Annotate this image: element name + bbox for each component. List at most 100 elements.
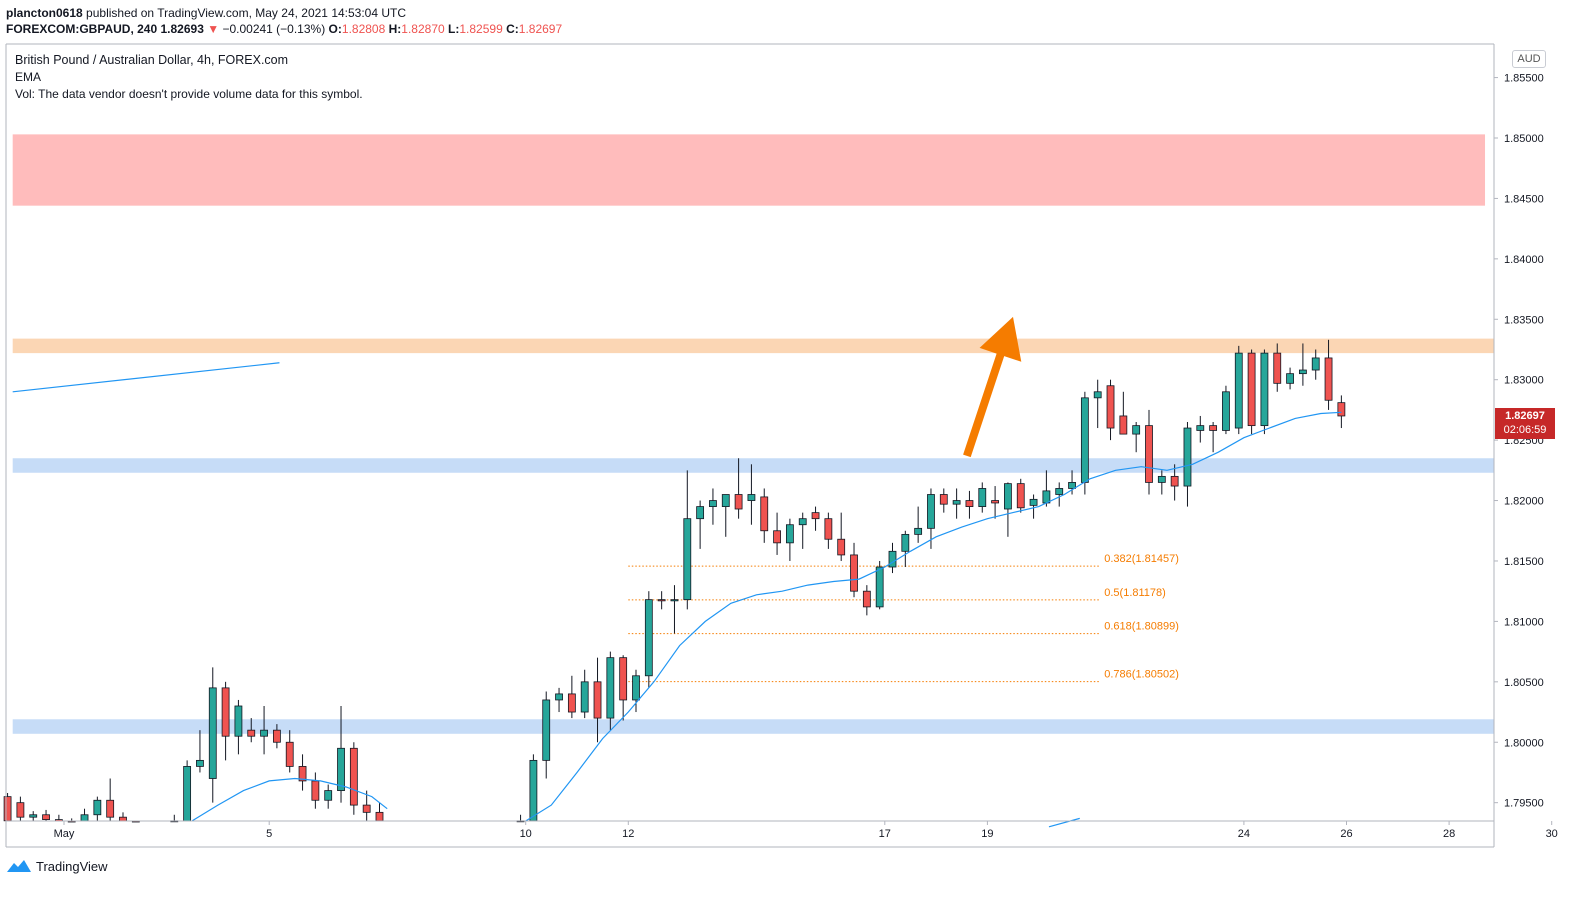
x-tick-label: 19 [981,828,993,840]
candle-up [606,657,615,719]
candle-up [1298,369,1307,375]
trendline-lower [1048,817,1080,828]
candle-up [696,506,705,520]
candle-up [183,766,192,822]
x-tick-label: 12 [622,828,634,840]
legend-volume[interactable]: Vol: The data vendor doesn't provide vol… [15,87,363,101]
close-label: C: [506,22,519,36]
y-tick-label: 1.84500 [1504,193,1544,205]
last-price-tag: 1.82697 02:06:59 [1495,408,1555,439]
candle-up [927,494,935,529]
high-value: 1.82870 [401,22,445,36]
candle-up [1157,475,1166,483]
ema-line [191,777,388,822]
high-label: H: [388,22,402,36]
candle-up [1068,482,1076,489]
published-text: published on TradingView.com, May 24, 20… [86,6,407,20]
legend-title: British Pound / Australian Dollar, 4h, F… [15,53,289,67]
y-tick-label: 1.81500 [1504,556,1544,568]
candle-up [324,790,333,801]
candle-down [311,780,320,801]
x-tick-label: May [54,828,75,840]
trendline-upper [12,362,280,393]
candle-up [1311,357,1320,371]
open-label: O: [328,22,342,36]
candle-down [1145,425,1153,483]
currency-button[interactable]: AUD [1512,50,1546,68]
candle-up [1286,373,1294,384]
candle-up [1132,425,1141,435]
candle-down [1247,352,1256,427]
candle-up [1183,427,1192,487]
x-tick-label: 5 [266,828,272,840]
candle-up [1004,483,1012,510]
y-tick-label: 1.85500 [1504,73,1544,85]
candle-up [670,599,679,602]
candle-up [1080,397,1089,483]
candle-up [747,494,756,501]
price-change: −0.00241 (−0.13%) [222,22,326,36]
candle-up [1055,488,1064,495]
candle-up [80,814,89,822]
symbol-label: FOREXCOM:GBPAUD, 240 [6,22,158,36]
x-tick-label: 17 [879,828,891,840]
candle-down [42,814,50,820]
candle-up [1196,425,1205,431]
supply-zone [12,134,1486,206]
candle-up [234,705,243,737]
x-tick-label: 30 [1546,828,1558,840]
candle-up [555,693,563,701]
candle-down [811,512,820,520]
candle-up [632,675,640,701]
candle-up [888,550,897,568]
legend-ema[interactable]: EMA [15,70,42,84]
candle-up [260,729,268,737]
candle-down [1119,415,1128,435]
y-tick-label: 1.81000 [1504,616,1544,628]
y-tick-label: 1.82000 [1504,496,1544,508]
candle-up [785,524,794,544]
candle-down [1209,425,1218,431]
candle-up [1222,391,1230,431]
candle-down [965,500,974,507]
candle-up [914,527,923,535]
candle-down [362,804,371,813]
candle-down [247,729,256,737]
candle-down [3,796,12,822]
candle-down [850,554,858,592]
candle-down [298,766,307,782]
close-value: 1.82697 [518,22,563,36]
candle-up [29,814,38,818]
y-tick-label: 1.80500 [1504,677,1544,689]
candle-down [221,687,230,737]
candle-up [978,488,987,507]
fib-label: 0.786(1.80502) [1104,669,1179,681]
candle-down [593,681,602,719]
publisher-name[interactable]: plancton0618 [6,6,83,20]
last-price: 1.82693 [160,22,204,36]
support-zone-upper [12,458,1495,473]
candle-up [721,494,730,507]
x-tick-label: 28 [1443,828,1455,840]
low-value: 1.82599 [459,22,503,36]
footer-brand[interactable]: TradingView [36,858,108,874]
price-tag-countdown: 02:06:59 [1503,424,1547,436]
tradingview-logo-icon [7,860,31,872]
candle-down [991,500,999,504]
candle-down [773,530,781,544]
chart-header: plancton0618 published on TradingView.co… [6,5,1206,37]
chart-legend: British Pound / Australian Dollar, 4h, F… [15,52,363,103]
publish-line: plancton0618 published on TradingView.co… [6,5,1206,21]
candle-down [119,816,127,822]
candle-up [875,566,884,608]
candle-down [1106,385,1115,429]
candle-down [272,729,281,743]
candle-down [760,496,769,532]
candle-up [542,699,551,761]
quote-line: FOREXCOM:GBPAUD, 240 1.82693 ▼ −0.00241 … [6,21,1206,37]
candle-down [567,693,576,713]
open-value: 1.82808 [341,22,386,36]
candle-down [824,518,833,540]
fib-label: 0.5(1.81178) [1104,587,1166,599]
